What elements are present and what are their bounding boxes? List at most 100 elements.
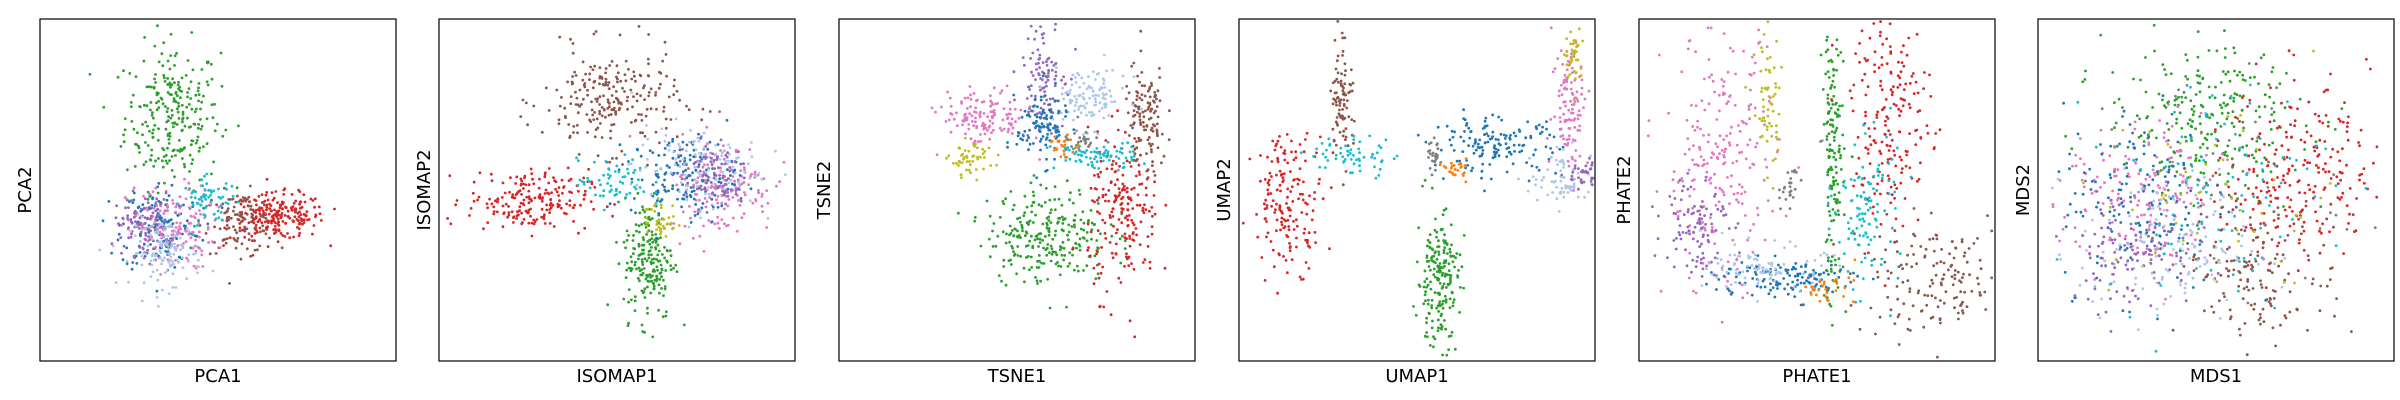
scatter-point	[1451, 304, 1455, 308]
scatter-point	[716, 201, 720, 205]
scatter-point	[1590, 161, 1594, 165]
scatter-point	[720, 162, 724, 166]
scatter-point	[1087, 75, 1090, 78]
scatter-point	[721, 176, 725, 180]
scatter-point	[1378, 167, 1382, 171]
scatter-point	[496, 200, 499, 204]
scatter-point	[234, 200, 238, 204]
scatter-point	[1711, 79, 1715, 83]
scatter-point	[1539, 132, 1542, 136]
scatter-point	[510, 210, 514, 214]
scatter-point	[1691, 179, 1694, 183]
scatter-point	[1044, 81, 1048, 84]
scatter-point	[1275, 173, 1278, 177]
scatter-point	[1267, 183, 1271, 187]
scatter-point	[627, 321, 630, 325]
scatter-point	[567, 123, 571, 126]
scatter-point	[1671, 178, 1675, 182]
scatter-point	[597, 178, 601, 182]
scatter-point	[1045, 98, 1048, 102]
scatter-point	[568, 134, 572, 138]
scatter-point	[1039, 140, 1042, 143]
scatter-point	[1119, 261, 1123, 265]
scatter-point	[969, 105, 972, 108]
scatter-point	[1722, 162, 1725, 166]
scatter-point	[1748, 138, 1752, 142]
scatter-point	[1112, 200, 1116, 204]
scatter-point	[1031, 221, 1035, 224]
scatter-point	[660, 198, 664, 201]
scatter-point	[1039, 88, 1042, 92]
scatter-point	[183, 146, 186, 150]
scatter-point	[1574, 149, 1578, 152]
scatter-point	[1034, 136, 1038, 140]
scatter-point	[738, 185, 741, 188]
scatter-point	[1573, 100, 1577, 104]
scatter-point	[1331, 151, 1335, 155]
scatter-point	[1102, 305, 1106, 309]
scatter-point	[1696, 119, 1700, 123]
scatter-point	[1577, 27, 1581, 31]
scatter-point	[1467, 126, 1471, 130]
scatter-point	[1009, 123, 1013, 127]
scatter-point	[671, 173, 675, 177]
scatter-point	[1336, 20, 1340, 23]
scatter-point	[659, 167, 663, 170]
scatter-point	[557, 186, 561, 190]
scatter-point	[540, 207, 544, 211]
scatter-point	[728, 169, 732, 173]
scatter-point	[149, 217, 152, 221]
scatter-point	[1283, 152, 1287, 156]
scatter-point	[1686, 137, 1690, 141]
scatter-point	[207, 195, 211, 199]
scatter-point	[133, 209, 137, 213]
scatter-point	[1063, 139, 1067, 143]
scatter-point	[1035, 176, 1039, 180]
scatter-point	[1837, 213, 1840, 217]
scatter-point	[299, 206, 302, 210]
scatter-point	[1562, 166, 1565, 169]
scatter-point	[971, 159, 975, 163]
scatter-point	[1131, 207, 1135, 210]
scatter-point	[963, 96, 967, 100]
scatter-point	[1336, 54, 1340, 58]
scatter-point	[1282, 255, 1285, 258]
scatter-point	[530, 172, 534, 176]
scatter-point	[637, 257, 640, 261]
scatter-point	[149, 158, 153, 162]
scatter-point	[1105, 92, 1108, 96]
scatter-point	[132, 186, 136, 190]
scatter-point	[218, 227, 222, 231]
scatter-point	[144, 238, 148, 242]
scatter-point	[668, 249, 672, 253]
scatter-point	[1348, 152, 1352, 155]
scatter-point	[200, 249, 204, 253]
scatter-point	[220, 206, 224, 210]
scatter-point	[286, 232, 289, 235]
scatter-point	[1712, 152, 1715, 156]
scatter-point	[1702, 77, 1706, 81]
scatter-point	[1484, 116, 1488, 120]
scatter-point	[292, 201, 296, 205]
scatter-point	[1085, 102, 1088, 105]
scatter-point	[519, 201, 523, 205]
scatter-point	[160, 235, 164, 239]
scatter-point	[228, 236, 232, 240]
scatter-point	[1104, 193, 1108, 197]
scatter-point	[1035, 279, 1039, 283]
scatter-point	[1765, 45, 1769, 49]
scatter-point	[663, 285, 667, 288]
scatter-point	[1572, 98, 1576, 101]
scatter-point	[582, 176, 586, 180]
scatter-point	[693, 210, 697, 214]
scatter-point	[727, 177, 730, 180]
scatter-point	[1429, 287, 1433, 291]
scatter-point	[532, 182, 536, 186]
scatter-point	[1296, 182, 1300, 186]
scatter-point	[1431, 248, 1435, 252]
scatter-point	[1334, 67, 1338, 71]
scatter-point	[191, 68, 195, 72]
scatter-point	[1048, 103, 1052, 106]
scatter-point	[1109, 313, 1113, 317]
scatter-point	[657, 212, 661, 215]
